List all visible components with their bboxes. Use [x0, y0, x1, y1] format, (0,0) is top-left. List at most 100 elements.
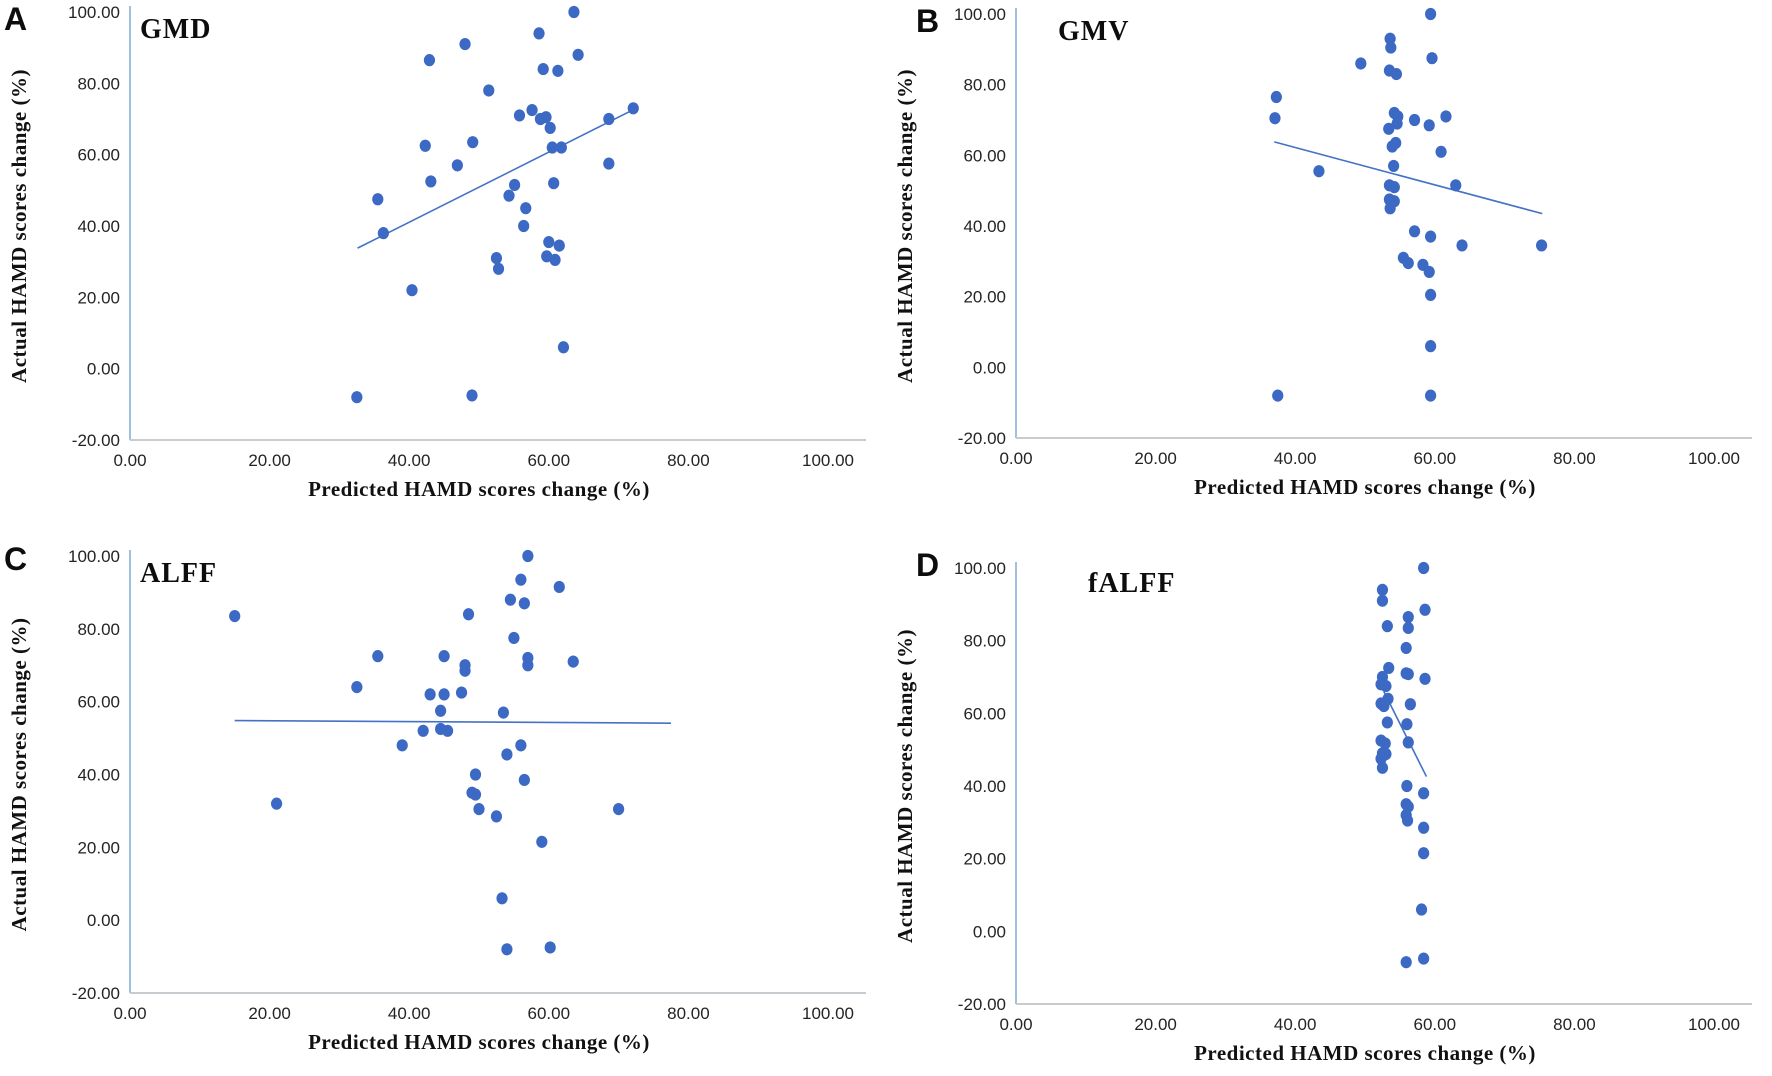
scatter-plot-svg: 100.0080.0060.0040.0020.000.00-20.000.00…	[893, 3, 1752, 499]
y-tick-label: 0.00	[87, 911, 120, 930]
data-point	[438, 650, 450, 663]
y-tick-label: -20.00	[72, 431, 120, 450]
data-point	[1380, 679, 1392, 693]
data-point	[520, 202, 532, 215]
data-point	[1425, 7, 1437, 21]
data-point	[533, 27, 545, 40]
data-point	[515, 573, 527, 586]
data-point	[396, 739, 408, 752]
x-tick-label: 80.00	[1553, 449, 1596, 468]
y-tick-label: 40.00	[77, 766, 120, 785]
data-point	[1388, 159, 1400, 173]
scatter-plot-svg: 100.0080.0060.0040.0020.000.00-20.000.00…	[4, 1, 866, 501]
y-tick-label: 0.00	[87, 360, 120, 379]
data-point	[459, 664, 471, 677]
y-tick-label: 80.00	[77, 74, 120, 93]
y-tick-label: 100.00	[954, 5, 1006, 24]
data-point	[1384, 202, 1396, 215]
data-point	[1435, 145, 1447, 158]
x-tick-label: 100.00	[802, 451, 854, 470]
data-point	[1390, 67, 1403, 81]
x-tick-label: 40.00	[388, 1004, 431, 1023]
data-point	[1385, 41, 1397, 54]
y-tick-label: 100.00	[68, 547, 120, 566]
data-point	[417, 724, 429, 737]
panel-a-gmd: 100.00 80.00 60.00 40.00 20.00 0.00 -20.00 0.00…	[0, 0, 886, 538]
y-tick-label: 0.00	[973, 922, 1006, 941]
data-point	[501, 748, 513, 761]
data-point	[1381, 716, 1393, 729]
data-point	[441, 724, 454, 737]
data-point	[1418, 561, 1430, 575]
data-point	[473, 802, 485, 816]
x-tick-label: 40.00	[1274, 449, 1317, 468]
data-point	[424, 688, 436, 701]
data-point	[544, 941, 556, 954]
x-tick-label: 80.00	[667, 451, 710, 470]
data-point	[567, 655, 579, 668]
data-point	[1404, 698, 1416, 711]
data-point	[543, 235, 555, 249]
data-point	[557, 341, 570, 354]
panel-letter: C	[4, 541, 27, 577]
data-point	[555, 141, 567, 154]
scatter-plot-svg: 100.0080.0060.0040.0020.000.00-20.000.00…	[893, 547, 1752, 1065]
data-point	[1425, 340, 1437, 353]
data-point	[522, 659, 534, 672]
data-point	[1400, 956, 1412, 969]
data-point	[270, 797, 283, 810]
x-tick-label: 60.00	[1414, 449, 1457, 468]
data-point	[536, 835, 548, 848]
data-point	[490, 810, 503, 823]
panel-letter: D	[916, 547, 939, 583]
data-point	[1390, 136, 1402, 150]
y-tick-label: -20.00	[958, 995, 1006, 1014]
data-point	[603, 157, 615, 170]
data-point	[1418, 821, 1430, 834]
data-point	[1535, 239, 1548, 252]
data-point	[627, 102, 639, 115]
data-point	[518, 219, 530, 233]
data-point	[1402, 667, 1414, 681]
x-tick-label: 60.00	[528, 1004, 571, 1023]
panel-letter: B	[916, 3, 939, 39]
data-point	[1402, 257, 1414, 270]
data-point	[1425, 230, 1437, 243]
data-point	[1388, 181, 1400, 194]
scatter-plot-svg: 100.0080.0060.0040.0020.000.00-20.000.00…	[4, 541, 866, 1054]
data-point	[518, 773, 530, 787]
data-point	[1418, 847, 1430, 860]
data-point	[1418, 787, 1430, 800]
data-point	[425, 175, 437, 188]
y-tick-label: 80.00	[963, 76, 1006, 95]
data-point	[1401, 814, 1414, 827]
data-point	[1419, 603, 1431, 616]
data-point	[1440, 110, 1452, 123]
data-point	[1408, 113, 1421, 127]
y-tick-label: 40.00	[77, 217, 120, 236]
data-point	[1402, 610, 1414, 624]
x-tick-label: 0.00	[113, 451, 146, 470]
data-point	[513, 109, 526, 122]
data-point	[1376, 594, 1389, 607]
data-point	[1402, 621, 1414, 635]
data-point	[1426, 52, 1438, 65]
y-tick-label: -20.00	[72, 984, 120, 1003]
data-point	[1376, 761, 1389, 774]
data-point	[508, 631, 520, 645]
data-point	[492, 262, 505, 275]
data-point	[1425, 288, 1437, 301]
data-point	[504, 593, 517, 606]
y-tick-label: 60.00	[963, 146, 1006, 165]
y-tick-label: 60.00	[77, 146, 120, 165]
data-point	[490, 252, 503, 265]
data-point	[455, 686, 468, 699]
data-point	[1269, 112, 1281, 125]
data-point	[1384, 32, 1396, 45]
data-point	[501, 943, 513, 956]
y-axis-title: Actual HAMD scores change (%)	[893, 69, 917, 383]
x-tick-label: 60.00	[528, 451, 571, 470]
y-tick-label: 40.00	[963, 777, 1006, 796]
trend-line	[234, 719, 671, 724]
x-tick-label: 100.00	[1688, 1015, 1740, 1034]
